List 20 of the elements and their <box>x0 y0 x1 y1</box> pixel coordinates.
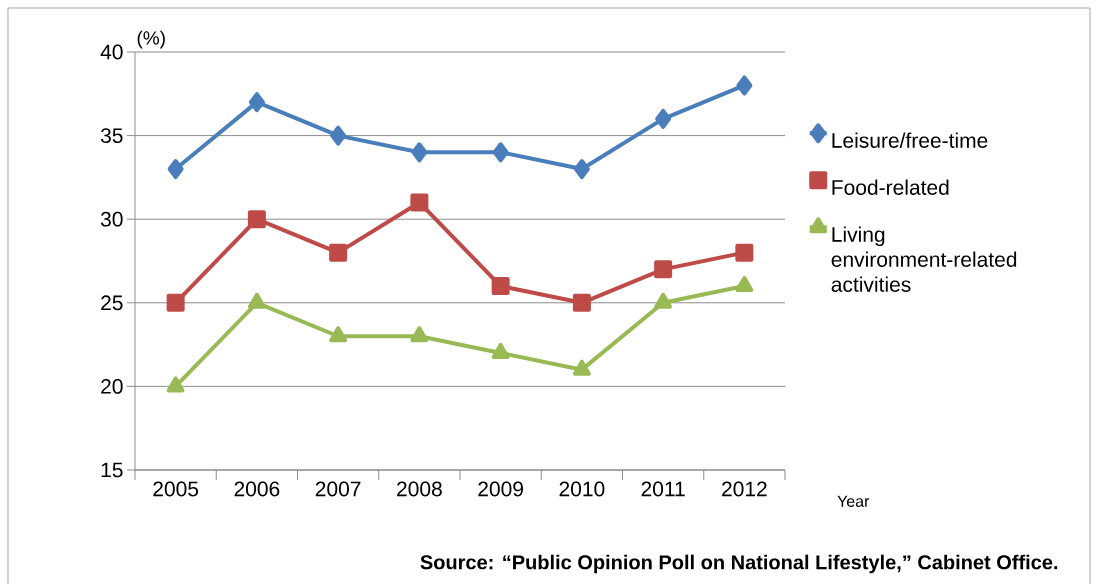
x-tick-label: 2007 <box>315 481 361 497</box>
x-tick-label: 2011 <box>641 481 685 497</box>
y-tick-label: 30 <box>100 211 123 227</box>
y-tick-label: 35 <box>100 128 123 144</box>
x-tick-label: 2006 <box>234 481 280 497</box>
y-tick-label: 15 <box>101 462 123 478</box>
x-tick-label: 2012 <box>722 481 767 497</box>
x-tick-label: 2010 <box>559 481 605 497</box>
x-tick-label: 2008 <box>397 481 442 497</box>
legend-label: Leisure/free-time <box>832 132 988 148</box>
legend-label: Living environment-related activities <box>831 226 1017 292</box>
x-axis-title: Year <box>837 495 870 507</box>
y-axis-title: (%) <box>137 30 165 49</box>
y-tick-label: 25 <box>101 295 123 311</box>
x-tick-label: 2005 <box>153 481 199 497</box>
y-tick-label: 20 <box>101 378 123 394</box>
x-tick-label: 2009 <box>478 481 523 497</box>
text: Source: “Public Opinion Poll on National Lifestyle,” Cabinet Office. <box>420 554 1058 574</box>
y-tick-label: 40 <box>100 44 123 60</box>
legend-label: Food-related <box>832 179 949 195</box>
